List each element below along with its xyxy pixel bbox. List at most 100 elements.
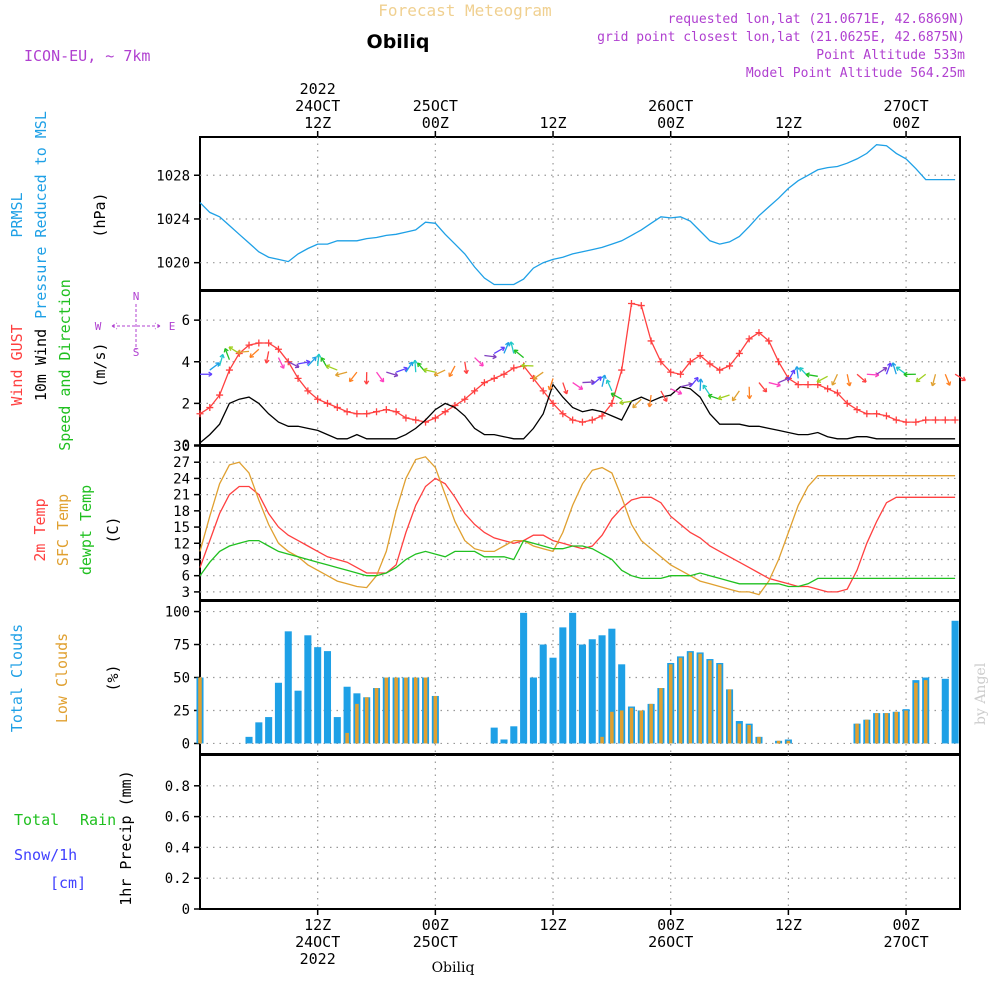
bar-mark	[688, 652, 693, 744]
y-tick-label: 3	[182, 585, 190, 601]
wind-arrow	[702, 384, 711, 396]
top-time-label: 12Z	[539, 114, 566, 132]
bar-mark	[198, 677, 202, 744]
bar-mark	[598, 635, 606, 744]
gust-marker	[667, 368, 675, 376]
gust-marker	[549, 399, 557, 407]
gust-marker	[824, 385, 832, 393]
wind-arrow	[335, 371, 348, 376]
gust-marker	[735, 349, 743, 357]
wind-arrow	[493, 346, 505, 354]
bar-mark	[610, 711, 614, 744]
temp-label: SFC Temp	[54, 494, 72, 566]
gust-marker	[480, 379, 488, 387]
bar-mark	[708, 660, 712, 744]
wind-arrow	[768, 381, 781, 387]
y-tick-label: 100	[165, 605, 190, 621]
bar-mark	[539, 644, 547, 744]
location-title: Obiliq	[367, 31, 430, 53]
wind-arrow	[619, 400, 632, 404]
wind-arrow-head	[208, 371, 213, 377]
series-line	[199, 144, 956, 286]
wind-arrow	[610, 392, 622, 400]
top-time-label: 12Z	[775, 114, 802, 132]
compass-letter: S	[133, 346, 140, 359]
y-tick-label: 24	[173, 471, 190, 487]
gust-marker	[716, 366, 724, 374]
gust-marker	[637, 302, 645, 310]
y-tick-label: 30	[173, 439, 190, 455]
bar-mark	[698, 653, 702, 744]
wind-arrow	[297, 361, 310, 365]
bar-mark	[884, 713, 889, 744]
wind-arrow-head	[895, 366, 901, 372]
wind-arrow-head	[746, 394, 753, 400]
wind-arrow	[856, 373, 867, 383]
wind-arrow	[414, 360, 417, 373]
y-tick-label: 0.2	[165, 871, 190, 887]
series-line	[199, 456, 956, 596]
wind-arrow	[287, 361, 300, 368]
axis-labels-layer: 1020102410280246369121518212427300255075…	[8, 80, 929, 968]
bar-mark	[510, 726, 518, 744]
compass-letter: E	[169, 320, 176, 333]
clouds-label: Total Clouds	[8, 624, 26, 732]
footer-location: Obiliq	[432, 960, 475, 976]
wind-arrow	[249, 348, 260, 358]
bar-mark	[255, 722, 263, 744]
wind-arrow	[892, 362, 897, 375]
wind-arrow	[503, 342, 510, 354]
wind-arrow	[484, 354, 497, 358]
wind-arrow-head	[816, 378, 822, 383]
wind-arrow	[395, 367, 408, 373]
gust-marker	[196, 410, 204, 418]
wind-arrow-head	[215, 362, 220, 367]
y-tick-label: 0	[182, 736, 190, 752]
gust-marker	[951, 416, 959, 424]
gust-marker	[882, 412, 890, 420]
wind-arrow	[885, 362, 892, 375]
wind-arrow-head	[325, 364, 331, 370]
bar-mark	[364, 697, 369, 744]
gust-marker	[490, 374, 498, 382]
bar-mark	[914, 682, 918, 744]
bar-mark	[678, 657, 683, 744]
top-time-label: 27OCT	[883, 97, 928, 115]
wind-arrow-head	[805, 372, 810, 378]
wind-arrow-head	[433, 371, 439, 377]
bar-mark	[668, 664, 673, 744]
wind-arrow	[944, 373, 951, 386]
bar-mark	[374, 688, 379, 744]
bar-mark	[894, 711, 899, 744]
pressure-label: Pressure Reduced to MSL	[32, 111, 50, 319]
gust-marker	[510, 364, 518, 372]
wind-arrow	[708, 394, 720, 400]
bar-mark	[639, 710, 644, 744]
bar-mark	[951, 620, 959, 744]
y-tick-label: 0.4	[165, 840, 190, 856]
gust-marker	[265, 339, 273, 347]
wind-arrow	[816, 375, 828, 383]
gust-marker	[471, 387, 479, 395]
bottom-time-label: 00Z	[657, 916, 684, 934]
wind-arrow-head	[790, 369, 796, 375]
gust-marker	[578, 418, 586, 426]
wind-arrow	[464, 361, 468, 374]
wind-label: Wind GUST	[8, 324, 26, 405]
gust-marker	[500, 370, 508, 378]
bar-mark	[578, 644, 586, 744]
wind-arrow	[606, 379, 613, 392]
wind-arrow-head	[500, 346, 506, 352]
top-time-label: 26OCT	[648, 97, 693, 115]
point-altitude: Point Altitude 533m	[816, 48, 965, 63]
gust-marker	[559, 410, 567, 418]
wind-arrow-head	[610, 392, 616, 398]
wind-arrow-head	[891, 362, 897, 367]
gust-marker	[304, 387, 312, 395]
bar-mark	[776, 740, 781, 744]
wind-arrow-head	[707, 393, 713, 399]
y-tick-label: 6	[182, 313, 190, 329]
wind-arrow-head	[903, 371, 908, 378]
wind-arrow	[680, 383, 693, 388]
